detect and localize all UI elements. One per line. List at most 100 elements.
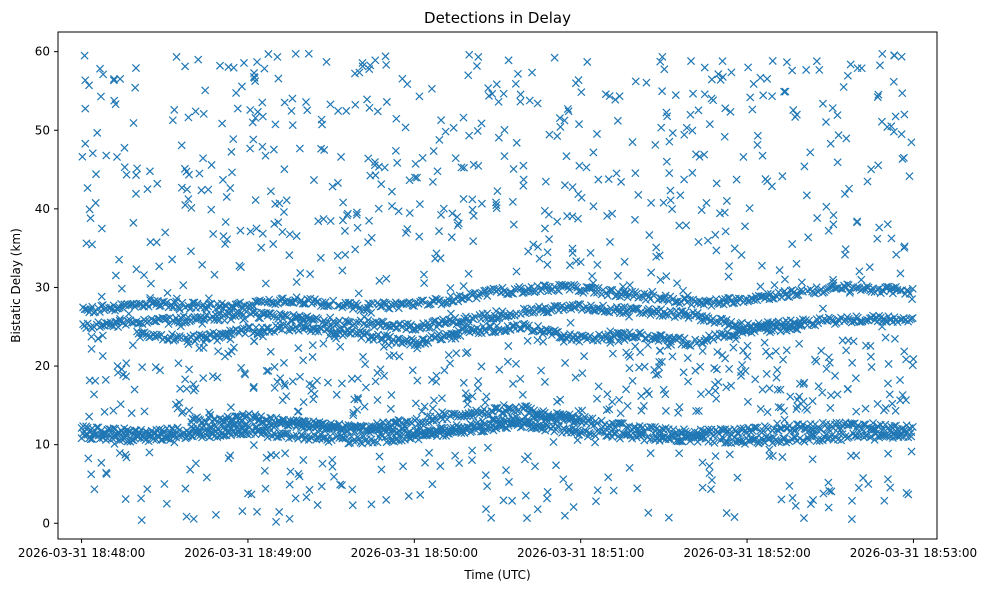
data-point-marker — [471, 312, 480, 321]
data-point-marker — [519, 419, 528, 428]
data-point-marker — [776, 424, 785, 433]
x-tick-label: 2026-03-31 18:51:00 — [517, 546, 644, 560]
data-point-marker — [426, 323, 435, 332]
data-point-marker — [418, 418, 427, 427]
data-point-marker — [135, 319, 144, 328]
data-point-marker — [814, 319, 823, 328]
data-point-marker — [541, 303, 550, 312]
data-point-marker — [533, 410, 542, 419]
data-point-marker — [560, 303, 570, 312]
data-point-marker — [182, 317, 191, 326]
x-axis-label: Time (UTC) — [463, 568, 530, 582]
data-point-marker — [356, 427, 365, 436]
data-point-marker — [231, 412, 240, 421]
data-point-marker — [644, 304, 653, 313]
data-point-marker — [908, 422, 917, 431]
data-point-marker — [236, 298, 245, 307]
data-point-marker — [710, 438, 719, 447]
data-point-marker — [394, 436, 403, 445]
data-point-marker — [554, 422, 563, 431]
data-point-marker — [251, 423, 260, 432]
data-point-marker — [647, 423, 656, 432]
data-point-marker — [882, 432, 891, 441]
data-point-marker — [379, 418, 388, 427]
data-point-marker — [447, 409, 456, 418]
data-point-marker — [178, 298, 187, 307]
data-point-marker — [344, 426, 353, 435]
data-point-marker — [92, 423, 101, 432]
data-point-marker — [832, 418, 841, 427]
data-point-marker — [300, 299, 309, 308]
data-point-marker — [907, 428, 916, 437]
data-point-marker — [289, 432, 298, 441]
data-point-marker — [263, 433, 272, 442]
data-point-marker — [403, 417, 412, 426]
x-tick-label: 2026-03-31 18:52:00 — [683, 546, 810, 560]
data-point-marker — [580, 412, 589, 421]
data-point-marker — [88, 302, 97, 311]
data-point-marker — [805, 316, 814, 325]
data-point-marker — [475, 422, 484, 431]
data-point-marker — [266, 413, 275, 422]
data-point-marker — [881, 317, 890, 326]
data-point-marker — [522, 418, 531, 427]
data-point-marker — [632, 304, 641, 313]
x-tick-label: 2026-03-31 18:53:00 — [850, 546, 977, 560]
data-point-marker — [284, 421, 293, 430]
data-point-marker — [269, 420, 278, 429]
y-tick-label: 50 — [35, 123, 50, 137]
data-point-marker — [637, 428, 646, 437]
data-point-marker — [490, 404, 499, 413]
data-point-marker — [179, 312, 188, 321]
data-point-marker — [593, 427, 602, 436]
data-point-marker — [474, 418, 483, 427]
data-point-marker — [408, 325, 417, 334]
data-point-marker — [377, 317, 387, 326]
data-point-marker — [245, 423, 254, 432]
data-point-marker — [291, 313, 300, 322]
y-tick-label: 60 — [35, 45, 50, 59]
data-point-marker — [750, 423, 759, 432]
y-axis-label: Bistatic Delay (km) — [9, 228, 23, 343]
data-point-marker — [696, 316, 705, 325]
data-point-marker — [858, 425, 867, 434]
y-tick-label: 40 — [35, 202, 50, 216]
data-point-marker — [855, 431, 864, 440]
data-point-marker — [620, 302, 629, 311]
data-point-marker — [599, 301, 608, 310]
y-tick-label: 10 — [35, 438, 50, 452]
data-point-marker — [858, 317, 867, 326]
data-point-marker — [175, 426, 184, 435]
data-point-marker — [289, 417, 298, 426]
data-point-marker — [269, 312, 278, 321]
data-point-marker — [593, 304, 602, 313]
data-point-marker — [615, 309, 624, 318]
data-point-marker — [310, 424, 319, 433]
data-point-marker — [586, 301, 595, 310]
data-point-marker — [322, 425, 331, 434]
data-point-marker — [352, 318, 361, 327]
x-tick-label: 2026-03-31 18:50:00 — [351, 546, 478, 560]
data-point-marker — [774, 437, 783, 446]
data-point-marker — [612, 428, 621, 437]
data-point-marker — [313, 314, 322, 323]
data-point-marker — [95, 307, 104, 317]
data-point-marker — [730, 321, 739, 330]
data-point-marker — [615, 419, 624, 428]
data-point-marker — [586, 430, 595, 439]
data-point-marker — [715, 429, 724, 438]
data-point-marker — [254, 313, 263, 322]
data-point-marker — [789, 426, 798, 435]
data-point-marker — [766, 433, 775, 443]
y-tick-label: 20 — [35, 359, 50, 373]
data-point-marker — [487, 415, 496, 424]
data-point-marker — [575, 415, 584, 424]
data-point-marker — [283, 429, 292, 438]
data-point-marker — [533, 418, 542, 427]
data-point-marker — [349, 436, 358, 445]
data-point-marker — [152, 425, 161, 434]
data-point-marker — [185, 429, 194, 438]
data-point-marker — [449, 410, 458, 419]
data-point-marker — [779, 434, 788, 443]
